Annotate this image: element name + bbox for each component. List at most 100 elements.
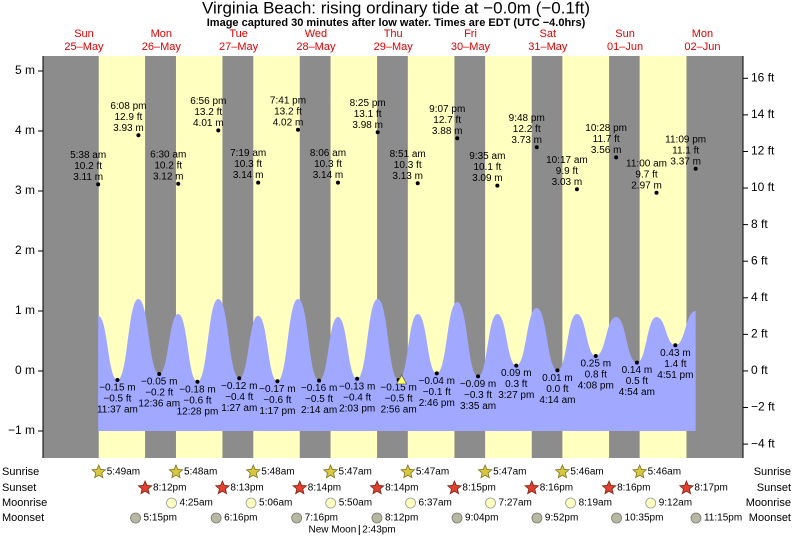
tide-m: −0.15 m: [99, 383, 135, 394]
date-label: 30–May: [451, 41, 491, 53]
tide-point: [157, 372, 162, 376]
sunset-time: 8:16pm: [540, 483, 573, 494]
tide-m: 3.13 m: [392, 171, 423, 182]
tide-point: [195, 379, 200, 384]
tide-ft: 10.2 ft: [74, 161, 102, 172]
tide-m: 3.09 m: [472, 173, 503, 184]
tide-point: [295, 127, 300, 132]
tide-point: [115, 378, 120, 382]
date-label: 31–May: [528, 41, 568, 53]
tide-m: −0.05 m: [141, 377, 177, 388]
tide-m: 0.25 m: [580, 359, 611, 370]
tide-point: [593, 354, 598, 358]
new-moon-time: 2:43pm: [362, 525, 395, 536]
tide-ft: −0.5 ft: [385, 394, 413, 405]
tide-point: [317, 378, 322, 383]
tide-m: 3.03 m: [552, 177, 583, 188]
moonrise-icon: [405, 497, 416, 509]
moonrise-time: 5:06am: [259, 498, 292, 509]
tide-point: [654, 190, 659, 195]
tide-ft: −0.4 ft: [225, 392, 253, 403]
tide-ft: 9.9 ft: [556, 166, 578, 177]
tide-point: [693, 166, 698, 171]
tide-m: 3.56 m: [591, 145, 622, 156]
weekday-label: Sun: [615, 28, 635, 40]
tide-time: 11:00 am: [626, 158, 667, 169]
tide-point: [534, 145, 539, 150]
tide-m: 3.37 m: [670, 156, 701, 167]
tide-ft: 10.3 ft: [394, 160, 422, 171]
sunset-icon: [292, 479, 308, 495]
tide-time: 8:25 pm: [350, 98, 386, 109]
sunset-time: 8:13pm: [230, 483, 263, 494]
tide-ft: 10.1 ft: [473, 162, 501, 173]
tide-m: 3.98 m: [352, 120, 383, 131]
tide-time: 8:06 am: [310, 148, 346, 159]
weekday-label: Wed: [305, 28, 327, 40]
sunrise-time: 5:48am: [184, 467, 217, 478]
sunrise-icon: [477, 463, 493, 479]
row-label: Sunrise: [2, 466, 39, 478]
y2-tick-label: 8 ft: [751, 217, 768, 231]
sunset-time: 8:15pm: [462, 483, 495, 494]
tide-area: [98, 299, 696, 431]
y2-tick-label: 6 ft: [751, 253, 768, 267]
moonrise-icon: [645, 497, 657, 509]
tide-m: −0.15 m: [380, 383, 416, 394]
tide-point: [634, 360, 639, 365]
weekday-label: Sat: [540, 28, 557, 40]
tide-ft: 13.1 ft: [354, 109, 382, 120]
tide-point: [237, 376, 242, 381]
tide-time: 6:30 am: [150, 149, 186, 160]
date-label: 01–Jun: [607, 41, 643, 53]
y2-tick-label: 0 ft: [751, 363, 768, 377]
tide-m: 0.01 m: [542, 373, 573, 384]
y2-tick-label: −4 ft: [751, 436, 775, 450]
sunset-time: 8:12pm: [153, 483, 186, 494]
sunset-icon: [446, 479, 463, 495]
sunrise-time: 5:49am: [107, 467, 140, 478]
tide-time: 2:14 am: [301, 405, 337, 416]
tide-ft: 12.2 ft: [513, 124, 541, 135]
y2-tick-label: 16 ft: [751, 70, 775, 84]
moonrise-time: 6:37am: [419, 498, 452, 509]
tide-m: 3.73 m: [511, 135, 542, 146]
tide-time: 10:17 am: [546, 155, 588, 166]
sunset-time: 8:14pm: [308, 483, 341, 494]
tide-point: [673, 343, 678, 348]
tide-ft: 13.2 ft: [274, 106, 302, 117]
tide-ft: −0.6 ft: [183, 395, 211, 406]
tide-m: −0.17 m: [259, 384, 295, 395]
sunrise-icon: [400, 463, 416, 479]
sunset-time: 8:17pm: [694, 483, 727, 494]
weekday-label: Mon: [692, 28, 713, 40]
now-marker: [395, 374, 408, 385]
moonrise-time: 9:12am: [659, 498, 692, 509]
tide-point: [434, 371, 439, 376]
tide-time: 9:07 pm: [429, 104, 465, 115]
sunrise-time: 5:46am: [648, 467, 681, 478]
sunset-icon: [524, 479, 540, 495]
sunset-time: 8:16pm: [617, 483, 650, 494]
tide-ft: −0.5 ft: [305, 394, 333, 405]
tide-point: [176, 181, 181, 186]
moonrise-time: 4:25am: [180, 498, 213, 509]
tide-ft: 12.9 ft: [114, 112, 142, 123]
sunset-icon: [137, 479, 153, 495]
sunset-icon: [601, 479, 617, 495]
tide-m: 3.88 m: [432, 126, 463, 137]
weekday-label: Sun: [74, 28, 94, 40]
tide-ft: −0.4 ft: [343, 392, 371, 403]
tide-point: [614, 155, 619, 160]
tide-ft: 0.8 ft: [585, 370, 607, 381]
moonrise-time: 8:19am: [579, 498, 612, 509]
tide-m: 3.12 m: [153, 171, 184, 182]
row-label: Sunset: [2, 482, 36, 494]
tide-ft: 10.2 ft: [154, 160, 182, 171]
tide-time: 8:51 am: [390, 149, 426, 160]
y-tick-label: 3 m: [15, 183, 35, 197]
tide-point: [256, 180, 261, 185]
tide-m: −0.09 m: [460, 379, 496, 390]
tide-point: [455, 136, 460, 141]
